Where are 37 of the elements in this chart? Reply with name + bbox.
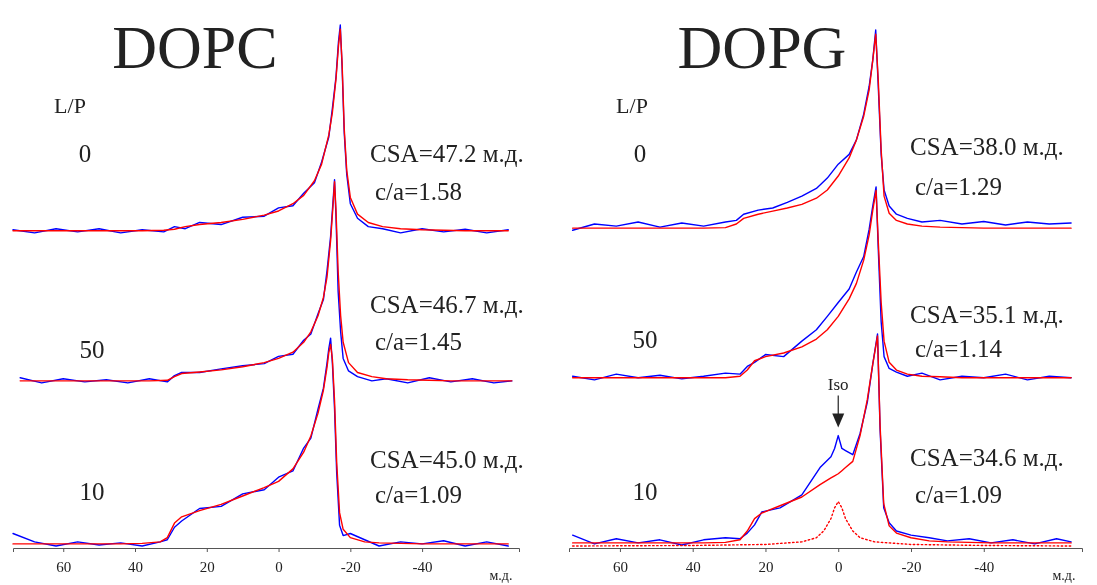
annotation: L/P xyxy=(54,93,86,118)
annotation: CSA=45.0 м.д. xyxy=(370,446,524,473)
annotation: CSA=35.1 м.д. xyxy=(910,301,1064,328)
chart-title: DOPC xyxy=(112,13,278,81)
x-tick-label: 40 xyxy=(128,558,144,575)
annotation: c/a=1.09 xyxy=(915,481,1002,508)
x-tick-label: 40 xyxy=(685,558,701,575)
annotation: 10 xyxy=(632,478,658,505)
x-axis-title: м.д. xyxy=(1052,568,1076,583)
x-tick-label: 60 xyxy=(56,558,72,575)
x-tick-label: 60 xyxy=(612,558,628,575)
annotation: L/P xyxy=(616,93,648,118)
annotation: 0 xyxy=(633,140,647,167)
annotation: CSA=46.7 м.д. xyxy=(370,291,524,318)
x-tick-label: -40 xyxy=(412,558,433,575)
x-tick-label: 20 xyxy=(199,558,215,575)
annotation: 0 xyxy=(78,140,92,167)
x-tick-label: -20 xyxy=(901,558,922,575)
annotation: c/a=1.45 xyxy=(375,328,462,355)
annotation: c/a=1.09 xyxy=(375,481,462,508)
annotation: c/a=1.29 xyxy=(915,173,1002,200)
x-tick-label: -40 xyxy=(974,558,995,575)
annotation: 50 xyxy=(79,336,105,363)
annotation: 10 xyxy=(79,478,105,505)
x-tick-label: -20 xyxy=(340,558,361,575)
annotation: Iso xyxy=(827,374,849,394)
x-axis-title: м.д. xyxy=(489,568,513,583)
annotation: c/a=1.58 xyxy=(375,178,462,205)
annotation: CSA=34.6 м.д. xyxy=(910,444,1064,471)
annotation: CSA=47.2 м.д. xyxy=(370,140,524,167)
x-tick-label: 20 xyxy=(758,558,774,575)
x-tick-label: 0 xyxy=(834,558,843,575)
x-tick-label: 0 xyxy=(275,558,283,575)
annotation: 50 xyxy=(632,326,658,353)
chart-title: DOPG xyxy=(677,13,847,81)
annotation: c/a=1.14 xyxy=(915,335,1003,362)
annotation: CSA=38.0 м.д. xyxy=(910,133,1064,160)
